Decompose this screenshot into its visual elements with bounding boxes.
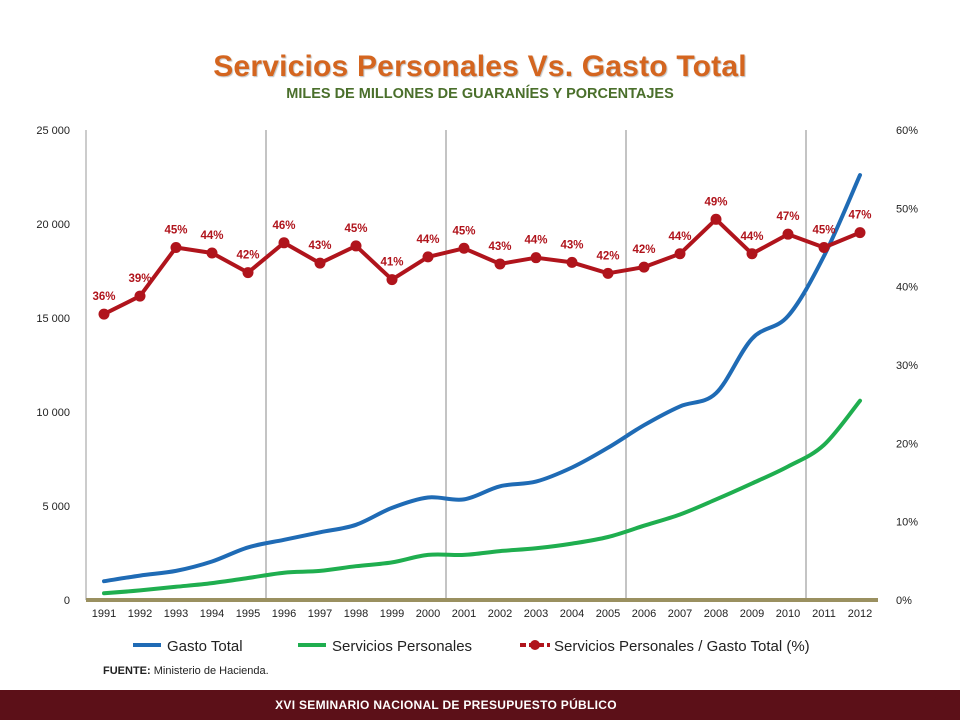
ratio-data-label-2011: 45% (812, 225, 835, 237)
ratio-data-label-2001: 45% (452, 225, 475, 237)
legend-label-gasto-total: Gasto Total (167, 638, 243, 655)
y-left-tick-label: 10 000 (36, 407, 70, 419)
ratio-point-2004 (566, 256, 578, 268)
ratio-point-1997 (314, 257, 326, 269)
y-right-tick-label: 50% (896, 203, 918, 215)
x-tick-label-2003: 2003 (524, 608, 548, 620)
ratio-data-label-2010: 47% (776, 211, 799, 223)
legend-label-servicios-personales-gasto-total: Servicios Personales / Gasto Total (%) (554, 638, 810, 655)
ratio-point-2003 (530, 252, 542, 264)
ratio-data-label-1994: 44% (200, 230, 223, 242)
ratio-data-label-2004: 43% (560, 239, 583, 251)
ratio-point-2005 (602, 267, 614, 279)
x-tick-label-2004: 2004 (560, 608, 584, 620)
ratio-point-1995 (242, 267, 254, 279)
x-tick-label-1998: 1998 (344, 608, 368, 620)
x-tick-label-1997: 1997 (308, 608, 332, 620)
x-tick-label-1996: 1996 (272, 608, 296, 620)
ratio-data-label-1995: 42% (236, 250, 259, 262)
y-left-tick-label: 20 000 (36, 219, 70, 231)
ratio-data-label-2012: 47% (848, 210, 871, 222)
footer-text: XVI SEMINARIO NACIONAL DE PRESUPUESTO PÚ… (275, 698, 617, 712)
ratio-data-label-1991: 36% (92, 291, 115, 303)
y-right-tick-label: 40% (896, 282, 918, 294)
x-tick-label-2011: 2011 (812, 608, 836, 620)
ratio-point-1994 (206, 247, 218, 259)
ratio-data-label-1996: 46% (272, 220, 295, 232)
x-tick-label-2012: 2012 (848, 608, 872, 620)
ratio-data-label-2002: 43% (488, 241, 511, 253)
ratio-data-label-2007: 44% (668, 231, 691, 243)
ratio-data-label-1992: 39% (128, 273, 151, 285)
ratio-data-label-1998: 45% (344, 223, 367, 235)
y-left-tick-label: 5 000 (42, 501, 70, 513)
slide-subtitle: MILES DE MILLONES DE GUARANÍES Y PORCENT… (286, 86, 674, 102)
ratio-data-label-1999: 41% (380, 257, 403, 269)
ratio-point-2001 (458, 242, 470, 254)
ratio-point-2012 (854, 227, 866, 239)
legend-label-servicios-personales: Servicios Personales (332, 638, 472, 655)
ratio-point-1992 (134, 290, 146, 302)
x-tick-label-2009: 2009 (740, 608, 764, 620)
slide-title: Servicios Personales Vs. Gasto Total (213, 50, 747, 83)
ratio-data-label-2008: 49% (704, 196, 727, 208)
y-left-tick-label: 15 000 (36, 313, 70, 325)
source-text: Ministerio de Hacienda. (150, 665, 269, 677)
x-tick-label-1995: 1995 (236, 608, 260, 620)
series-line-gasto-total (102, 173, 862, 584)
y-right-tick-label: 30% (896, 360, 918, 372)
x-tick-label-2000: 2000 (416, 608, 440, 620)
line-chart: 0 5 000 10 000 15 000 20 000 25 000 0% 10% 20% 30… (36, 125, 918, 655)
ratio-point-1999 (386, 274, 398, 286)
x-tick-label-2001: 2001 (452, 608, 476, 620)
ratio-data-label-2005: 42% (596, 250, 619, 262)
series-line-servicios-personales (102, 398, 862, 596)
x-tick-label-1999: 1999 (380, 608, 404, 620)
y-right-tick-label: 0% (896, 595, 912, 607)
y-left-tick-label: 0 (64, 595, 70, 607)
ratio-point-2011 (818, 242, 830, 253)
y-right-tick-label: 20% (896, 438, 918, 450)
x-tick-label-1991: 1991 (92, 608, 116, 620)
ratio-data-label-2003: 44% (524, 235, 547, 247)
ratio-point-2000 (422, 251, 434, 263)
x-tick-label-1994: 1994 (200, 608, 224, 620)
ratio-point-2002 (494, 258, 506, 270)
x-tick-label-2007: 2007 (668, 608, 692, 620)
x-tick-label-2008: 2008 (704, 608, 728, 620)
ratio-point-2006 (638, 261, 650, 273)
ratio-point-1991 (98, 308, 110, 320)
ratio-point-1996 (278, 237, 290, 249)
x-tick-label-2006: 2006 (632, 608, 656, 620)
y-right-tick-label: 10% (896, 517, 918, 529)
x-tick-label-1992: 1992 (128, 608, 152, 620)
x-tick-label-2010: 2010 (776, 608, 800, 620)
page-number: 7 (929, 692, 939, 711)
ratio-point-1998 (350, 240, 362, 252)
ratio-data-label-2006: 42% (632, 244, 655, 256)
series-line-servicios-personales-gasto-total (103, 217, 861, 316)
ratio-data-label-1993: 45% (164, 225, 187, 237)
x-tick-label-1993: 1993 (164, 608, 188, 620)
ratio-point-2009 (746, 248, 758, 260)
x-tick-label-2005: 2005 (596, 608, 620, 620)
source-note: FUENTE: Ministerio de Hacienda. (103, 665, 269, 677)
source-label: FUENTE: (103, 665, 151, 677)
ratio-point-2007 (674, 248, 686, 260)
y-right-tick-label: 60% (896, 125, 918, 137)
legend-marker-servicios-personales-gasto-total (530, 640, 540, 650)
x-tick-label-2002: 2002 (488, 608, 512, 620)
ratio-data-label-1997: 43% (308, 240, 331, 252)
ratio-point-1993 (170, 242, 182, 253)
ratio-data-label-2000: 44% (416, 234, 439, 246)
footer-bar: XVI SEMINARIO NACIONAL DE PRESUPUESTO PÚ… (0, 690, 960, 720)
ratio-data-label-2009: 44% (740, 231, 763, 243)
ratio-point-2008 (710, 213, 722, 225)
ratio-point-2010 (782, 228, 794, 240)
y-left-tick-label: 25 000 (36, 125, 70, 137)
